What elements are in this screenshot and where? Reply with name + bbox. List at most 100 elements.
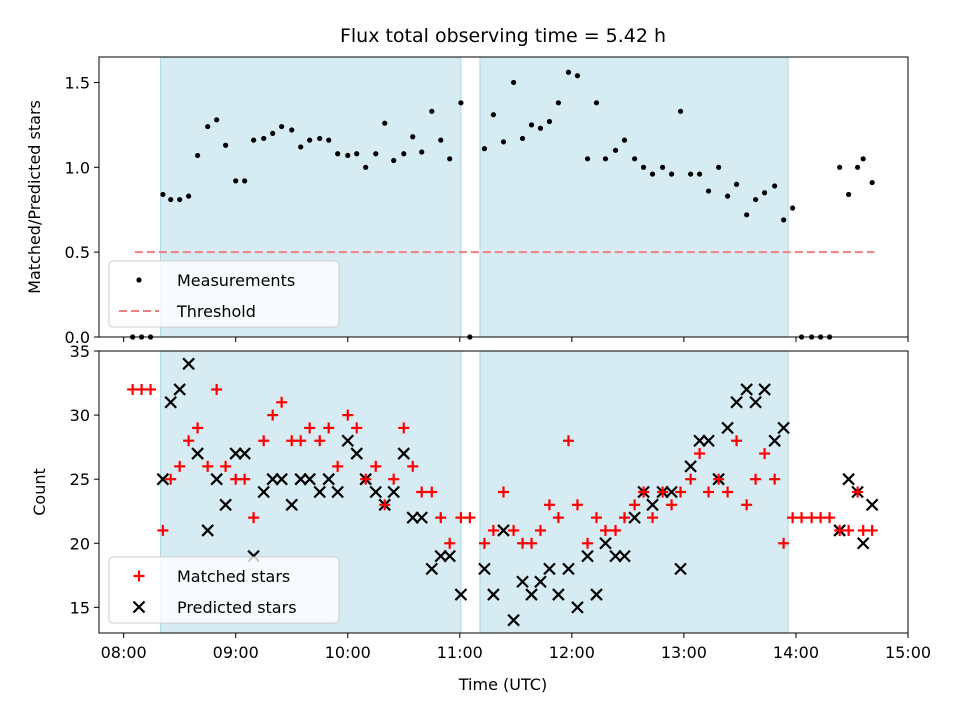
predicted-stars-point bbox=[331, 485, 344, 499]
predicted-stars-point bbox=[562, 562, 575, 576]
matched-stars-point bbox=[619, 512, 631, 524]
matched-stars-point bbox=[610, 524, 622, 536]
predicted-stars-point bbox=[571, 601, 584, 614]
measurement-point bbox=[373, 151, 379, 157]
predicted-stars-point bbox=[454, 588, 468, 601]
measurement-point bbox=[621, 137, 628, 143]
measurement-point bbox=[631, 156, 638, 162]
measurement-point bbox=[753, 196, 759, 203]
matched-stars-point bbox=[370, 460, 382, 472]
measurement-point bbox=[223, 142, 229, 148]
matched-stars-point bbox=[796, 512, 808, 524]
predicted-stars-point bbox=[415, 511, 428, 524]
y-tick-label: 0.0 bbox=[65, 328, 90, 347]
observing-window-band bbox=[479, 56, 789, 338]
predicted-stars-point bbox=[397, 447, 411, 460]
measurement-point bbox=[660, 164, 666, 170]
measurement-point bbox=[705, 188, 712, 194]
predicted-stars-point bbox=[164, 395, 177, 409]
matched-stars-point bbox=[239, 473, 251, 485]
measurement-point bbox=[869, 179, 875, 186]
observing-window-band bbox=[479, 350, 789, 634]
matched-stars-point bbox=[741, 499, 753, 511]
matched-stars-point bbox=[562, 435, 574, 447]
chart-title: Flux total observing time = 5.42 h bbox=[340, 25, 666, 47]
legend-label: Predicted stars bbox=[177, 598, 297, 617]
predicted-stars-point bbox=[313, 485, 327, 499]
matched-stars-point bbox=[211, 383, 223, 395]
matched-stars-point bbox=[582, 537, 594, 549]
ratio-legend: Measurements Threshold bbox=[108, 260, 340, 328]
matched-stars-point bbox=[843, 524, 855, 536]
matched-stars-point bbox=[552, 512, 564, 524]
measurement-point bbox=[177, 196, 183, 203]
measurement-point bbox=[242, 178, 248, 184]
measurement-point bbox=[649, 171, 656, 177]
matched-stars-point bbox=[323, 422, 335, 434]
measurement-point bbox=[382, 120, 388, 126]
measurement-point bbox=[688, 171, 694, 177]
predicted-stars-point bbox=[609, 549, 622, 563]
legend-box bbox=[108, 556, 340, 624]
measurement-point bbox=[761, 190, 768, 196]
matched-stars-point bbox=[534, 524, 546, 536]
matched-stars-point bbox=[638, 486, 650, 498]
count-y-axis-label: Count bbox=[30, 468, 49, 516]
predicted-stars-point bbox=[646, 498, 659, 512]
measurement-point bbox=[500, 139, 507, 145]
predicted-stars-point bbox=[478, 562, 491, 576]
measurement-point bbox=[574, 73, 581, 79]
y-tick-label: 15 bbox=[70, 598, 90, 617]
matched-stars-point bbox=[778, 537, 790, 549]
measurement-point bbox=[519, 135, 526, 142]
measurement-point bbox=[168, 196, 174, 203]
y-tick-label: 1.0 bbox=[65, 158, 90, 177]
measurement-point bbox=[846, 191, 852, 198]
predicted-stars-point bbox=[406, 511, 420, 524]
y-tick-label: 1.5 bbox=[65, 73, 90, 92]
measurement-point bbox=[298, 144, 304, 150]
predicted-stars-point bbox=[322, 472, 335, 486]
legend-label: Threshold bbox=[176, 302, 256, 321]
measurement-point bbox=[458, 100, 464, 106]
x-tick-label: 09:00 bbox=[213, 643, 259, 662]
measurement-point bbox=[510, 79, 517, 86]
measurement-point bbox=[233, 178, 239, 184]
matched-stars-point bbox=[866, 524, 878, 536]
measurement-point bbox=[195, 152, 201, 159]
matched-stars-point bbox=[258, 435, 270, 447]
measurement-point bbox=[270, 130, 276, 136]
matched-stars-point bbox=[666, 499, 678, 511]
measurement-point bbox=[584, 156, 591, 162]
predicted-stars-point bbox=[210, 472, 223, 486]
predicted-stars-point bbox=[730, 395, 743, 409]
predicted-stars-point bbox=[590, 588, 603, 601]
matched-stars-point bbox=[267, 409, 279, 421]
measurement-point bbox=[555, 100, 562, 106]
matched-stars-point bbox=[675, 486, 687, 498]
matched-stars-point bbox=[295, 435, 307, 447]
matched-stars-point bbox=[332, 460, 344, 472]
measurement-point bbox=[837, 164, 843, 170]
measurement-point bbox=[279, 123, 285, 130]
measurement-point bbox=[335, 151, 341, 157]
measurement-point bbox=[612, 147, 619, 153]
predicted-stars-point bbox=[842, 472, 855, 486]
measurement-point bbox=[345, 152, 351, 159]
predicted-stars-point bbox=[156, 472, 170, 486]
predicted-stars-point bbox=[758, 383, 771, 396]
measurement-point bbox=[401, 151, 407, 157]
matched-stars-point bbox=[591, 512, 603, 524]
measurement-point bbox=[640, 164, 647, 170]
measurement-point bbox=[251, 137, 257, 143]
measurement-point bbox=[447, 156, 453, 162]
x-tick-label: 13:00 bbox=[661, 643, 707, 662]
matched-stars-point bbox=[444, 537, 456, 549]
matched-stars-point bbox=[192, 422, 204, 434]
measurement-point bbox=[354, 151, 360, 157]
predicted-stars-point bbox=[350, 447, 363, 460]
predicted-stars-point bbox=[341, 434, 355, 448]
count-ticks: 15 20 25 30 35 08:00 09:00 10:00 11:00 12:00 13:00… bbox=[70, 342, 931, 662]
predicted-stars-point bbox=[201, 524, 214, 537]
